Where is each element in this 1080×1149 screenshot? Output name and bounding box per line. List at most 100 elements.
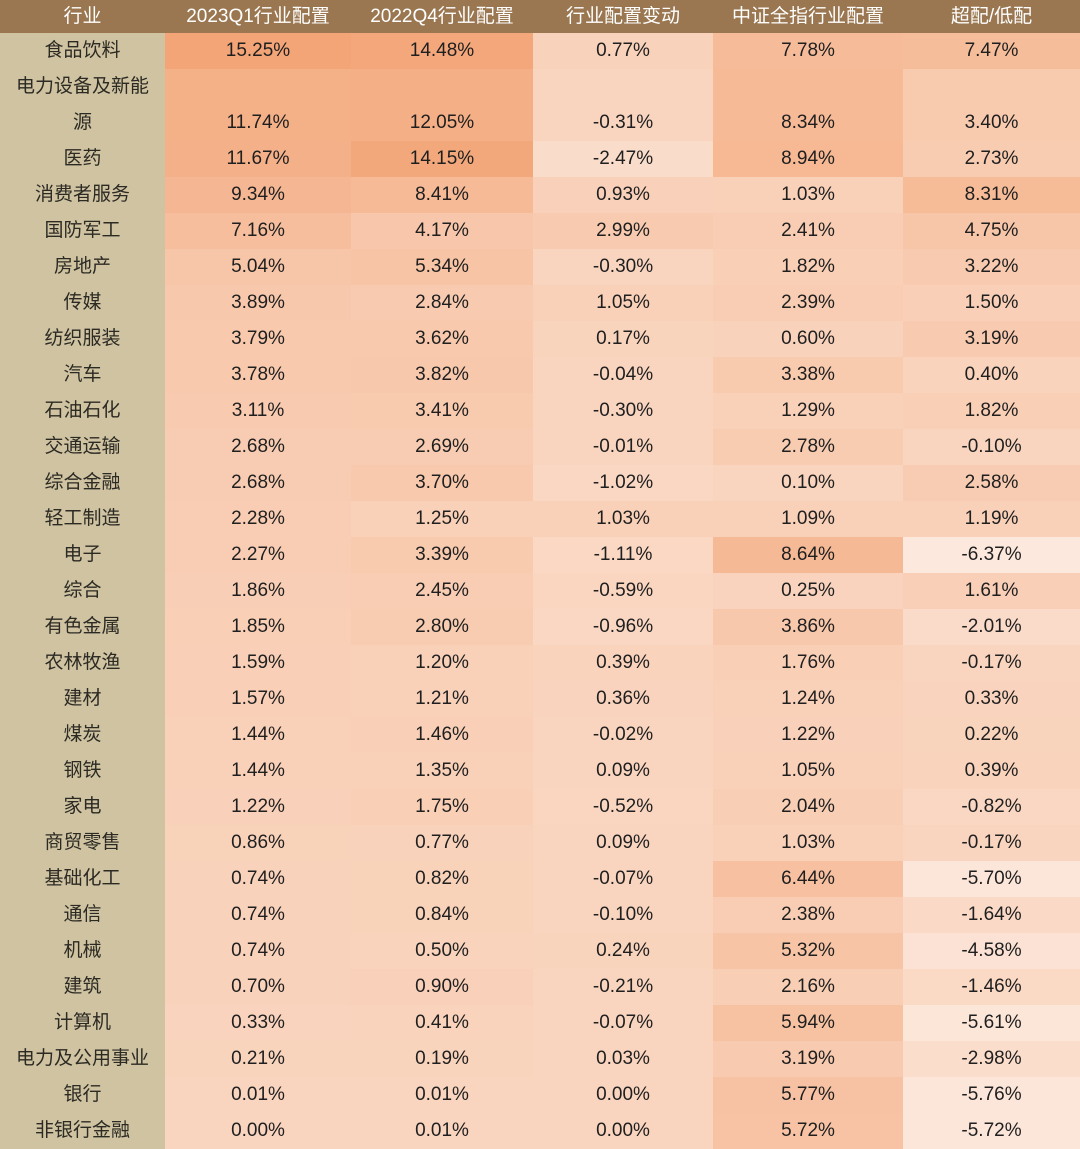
table-row: 石油石化 3.11% 3.41% -0.30% 1.29% 1.82% xyxy=(0,393,1080,429)
value-cell-2022q4: 0.50% xyxy=(351,933,533,969)
value-cell-2023q1: 3.79% xyxy=(165,321,351,357)
table-row: 商贸零售 0.86% 0.77% 0.09% 1.03% -0.17% xyxy=(0,825,1080,861)
value-cell-change: -2.47% xyxy=(533,141,713,177)
industry-cell: 综合金融 xyxy=(0,465,165,501)
value-cell-2023q1: 2.27% xyxy=(165,537,351,573)
value-cell-csi-benchmark: 1.03% xyxy=(713,825,903,861)
value-cell-change: 0.09% xyxy=(533,753,713,789)
column-header-over-under: 超配/低配 xyxy=(903,0,1080,33)
value-cell-change: 0.17% xyxy=(533,321,713,357)
table-row: 纺织服装 3.79% 3.62% 0.17% 0.60% 3.19% xyxy=(0,321,1080,357)
industry-cell: 综合 xyxy=(0,573,165,609)
industry-cell: 计算机 xyxy=(0,1005,165,1041)
value-cell-2023q1: 3.78% xyxy=(165,357,351,393)
value-cell-over-under: 2.73% xyxy=(903,141,1080,177)
value-cell-2022q4: 3.82% xyxy=(351,357,533,393)
value-cell-change: -0.21% xyxy=(533,969,713,1005)
value-cell-over-under: 0.33% xyxy=(903,681,1080,717)
value-cell-2022q4: 1.20% xyxy=(351,645,533,681)
value-cell-over-under: -0.17% xyxy=(903,645,1080,681)
industry-cell: 汽车 xyxy=(0,357,165,393)
value-cell-over-under: -0.82% xyxy=(903,789,1080,825)
value-cell-csi-benchmark: 1.22% xyxy=(713,717,903,753)
value-cell-2022q4: 1.75% xyxy=(351,789,533,825)
industry-cell: 农林牧渔 xyxy=(0,645,165,681)
value-cell-csi-benchmark: 1.82% xyxy=(713,249,903,285)
table-row: 基础化工 0.74% 0.82% -0.07% 6.44% -5.70% xyxy=(0,861,1080,897)
value-cell-csi-benchmark: 8.64% xyxy=(713,537,903,573)
value-cell-csi-benchmark: 2.39% xyxy=(713,285,903,321)
value-cell-2022q4: 2.80% xyxy=(351,609,533,645)
value-cell-2023q1: 1.85% xyxy=(165,609,351,645)
value-cell-over-under: 8.31% xyxy=(903,177,1080,213)
industry-cell: 国防军工 xyxy=(0,213,165,249)
value-cell-change: 0.00% xyxy=(533,1113,713,1149)
value-cell-change: -1.02% xyxy=(533,465,713,501)
industry-cell: 食品饮料 xyxy=(0,33,165,69)
table-row: 电子 2.27% 3.39% -1.11% 8.64% -6.37% xyxy=(0,537,1080,573)
value-cell-2022q4: 0.19% xyxy=(351,1041,533,1077)
table-row: 汽车 3.78% 3.82% -0.04% 3.38% 0.40% xyxy=(0,357,1080,393)
value-cell-over-under: 4.75% xyxy=(903,213,1080,249)
value-cell-csi-benchmark: 8.94% xyxy=(713,141,903,177)
table-row: 综合金融 2.68% 3.70% -1.02% 0.10% 2.58% xyxy=(0,465,1080,501)
value-cell-over-under: 7.47% xyxy=(903,33,1080,69)
table-row: 食品饮料 15.25% 14.48% 0.77% 7.78% 7.47% xyxy=(0,33,1080,69)
value-cell-csi-benchmark: 0.60% xyxy=(713,321,903,357)
industry-cell: 医药 xyxy=(0,141,165,177)
value-cell-csi-benchmark: 2.16% xyxy=(713,969,903,1005)
value-cell-2022q4: 2.84% xyxy=(351,285,533,321)
value-cell-change: -0.59% xyxy=(533,573,713,609)
value-cell-2023q1: 0.33% xyxy=(165,1005,351,1041)
table-row: 煤炭 1.44% 1.46% -0.02% 1.22% 0.22% xyxy=(0,717,1080,753)
table-row: 钢铁 1.44% 1.35% 0.09% 1.05% 0.39% xyxy=(0,753,1080,789)
value-cell-over-under: 0.40% xyxy=(903,357,1080,393)
value-cell-csi-benchmark: 1.03% xyxy=(713,177,903,213)
value-cell-change: -0.02% xyxy=(533,717,713,753)
table-row: 交通运输 2.68% 2.69% -0.01% 2.78% -0.10% xyxy=(0,429,1080,465)
value-cell-csi-benchmark: 0.25% xyxy=(713,573,903,609)
value-cell-2023q1: 5.04% xyxy=(165,249,351,285)
value-cell-change: -0.10% xyxy=(533,897,713,933)
value-cell-2022q4: 2.69% xyxy=(351,429,533,465)
value-cell-2023q1: 0.74% xyxy=(165,861,351,897)
column-header-industry: 行业 xyxy=(0,0,165,33)
table-row: 计算机 0.33% 0.41% -0.07% 5.94% -5.61% xyxy=(0,1005,1080,1041)
value-cell-change: -0.30% xyxy=(533,393,713,429)
value-cell-change: 0.77% xyxy=(533,33,713,69)
industry-cell: 煤炭 xyxy=(0,717,165,753)
industry-cell: 石油石化 xyxy=(0,393,165,429)
value-cell-over-under: -2.01% xyxy=(903,609,1080,645)
value-cell-2022q4: 0.01% xyxy=(351,1113,533,1149)
value-cell-2023q1: 0.00% xyxy=(165,1113,351,1149)
value-cell-csi-benchmark: 3.86% xyxy=(713,609,903,645)
value-cell-2022q4: 1.21% xyxy=(351,681,533,717)
value-cell-2023q1: 3.11% xyxy=(165,393,351,429)
value-cell-over-under: 3.19% xyxy=(903,321,1080,357)
value-cell-2022q4: 0.77% xyxy=(351,825,533,861)
value-cell-2022q4: 2.45% xyxy=(351,573,533,609)
value-cell-2022q4: 1.46% xyxy=(351,717,533,753)
value-cell-change: 0.24% xyxy=(533,933,713,969)
value-cell-csi-benchmark: 6.44% xyxy=(713,861,903,897)
table-row: 农林牧渔 1.59% 1.20% 0.39% 1.76% -0.17% xyxy=(0,645,1080,681)
value-cell-over-under: -1.46% xyxy=(903,969,1080,1005)
value-cell-2023q1: 2.68% xyxy=(165,465,351,501)
value-cell-over-under: 1.19% xyxy=(903,501,1080,537)
value-cell-2022q4: 14.15% xyxy=(351,141,533,177)
value-cell-over-under: -5.76% xyxy=(903,1077,1080,1113)
value-cell-2022q4: 3.70% xyxy=(351,465,533,501)
value-cell-over-under: -2.98% xyxy=(903,1041,1080,1077)
table-row: 电力设备及新能源 11.74% 12.05% -0.31% 8.34% 3.40… xyxy=(0,69,1080,141)
value-cell-change: -0.07% xyxy=(533,1005,713,1041)
industry-cell: 非银行金融 xyxy=(0,1113,165,1149)
value-cell-2022q4: 5.34% xyxy=(351,249,533,285)
value-cell-2022q4: 0.41% xyxy=(351,1005,533,1041)
value-cell-over-under: -5.72% xyxy=(903,1113,1080,1149)
industry-cell: 房地产 xyxy=(0,249,165,285)
industry-cell: 机械 xyxy=(0,933,165,969)
value-cell-csi-benchmark: 1.29% xyxy=(713,393,903,429)
value-cell-csi-benchmark: 2.78% xyxy=(713,429,903,465)
value-cell-2023q1: 0.74% xyxy=(165,933,351,969)
industry-cell: 家电 xyxy=(0,789,165,825)
